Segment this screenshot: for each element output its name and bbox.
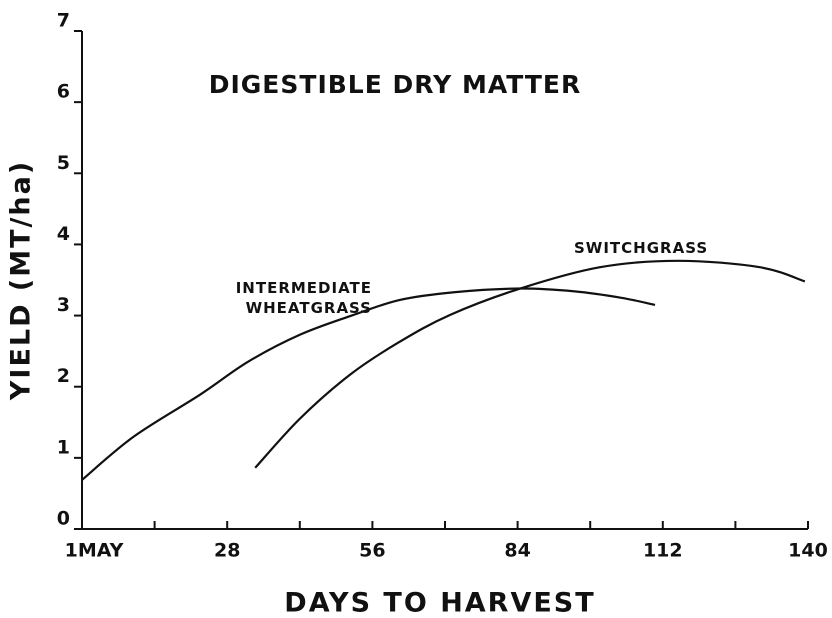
series-line: [81, 287, 656, 481]
x-tick-label: 1MAY: [65, 540, 124, 562]
y-tick-label: 3: [57, 294, 70, 316]
x-axis-label: DAYS TO HARVEST: [284, 588, 595, 618]
x-tick-label: 84: [504, 540, 530, 562]
x-tick-label: 140: [788, 540, 828, 562]
y-tick-label: 4: [57, 223, 70, 245]
y-tick-label: 7: [57, 10, 70, 32]
series-label: SWITCHGRASS: [574, 239, 709, 257]
chart-title: DIGESTIBLE DRY MATTER: [209, 70, 582, 99]
y-axis-label: YIELD (MT/ha): [6, 160, 37, 401]
y-tick-label: 1: [57, 436, 70, 458]
y-tick-label: 6: [57, 81, 70, 103]
y-tick-label: 5: [57, 152, 70, 174]
series-label: INTERMEDIATE WHEATGRASS: [235, 279, 372, 317]
y-tick-label: 2: [57, 365, 70, 387]
x-tick-label: 28: [214, 540, 240, 562]
x-tick-label: 112: [643, 540, 683, 562]
x-tick-label: 56: [359, 540, 385, 562]
y-tick-label: 0: [57, 508, 70, 530]
series-line: [254, 259, 806, 469]
